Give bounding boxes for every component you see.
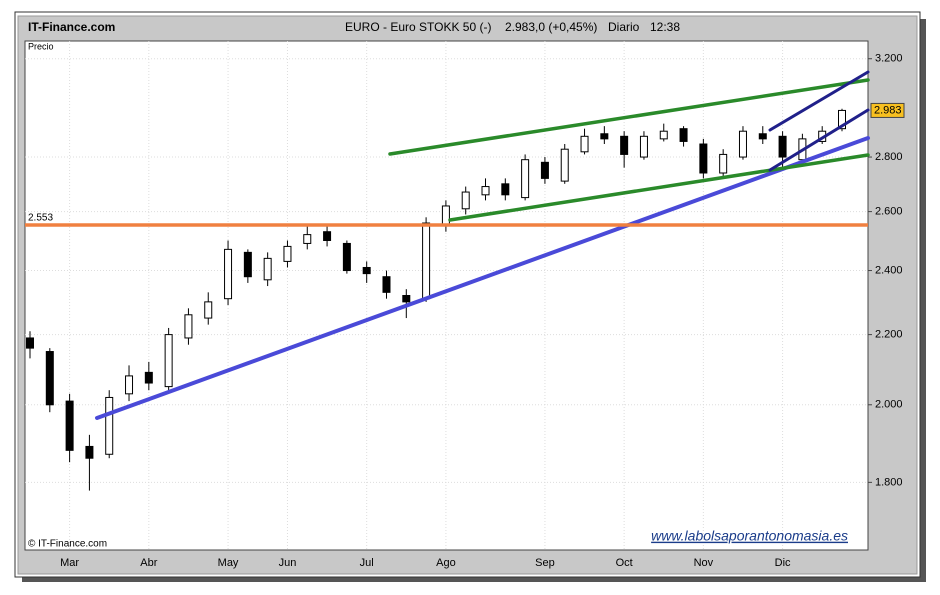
x-tick-label: Sep [535,557,555,569]
candle-body [659,130,668,140]
candle-body [441,205,450,227]
candle-body [224,248,233,300]
candle-body [402,295,411,303]
candle-body [164,334,173,388]
candle-body [184,314,193,339]
candle-body [501,183,510,196]
trend-line [768,70,870,132]
candle-body [283,245,292,262]
candle-body [342,242,351,272]
y-tick-label: 1.800 [875,476,903,488]
candle-body [600,133,609,140]
x-tick-label: Jun [279,557,297,569]
grid [25,41,868,550]
candle-body [243,251,252,278]
candle-body [65,400,74,451]
trend-lines [95,70,870,420]
y-tick-label: 2.200 [875,329,903,341]
candle-body [719,153,728,174]
y-tick-label: 2.400 [875,264,903,276]
support-label: 2.553 [28,213,53,224]
candle-body [620,135,629,155]
y-tick-label: 2.000 [875,399,903,411]
candle-body [758,133,767,140]
candle-body [540,161,549,179]
x-tick-label: Mar [60,557,79,569]
candle-body [362,266,371,275]
candle-body [303,234,312,244]
candle-body [580,135,589,153]
candle-body [679,128,688,142]
trend-line [448,153,870,222]
site-name: IT-Finance.com [28,20,115,34]
candle-body [560,148,569,182]
time: 12:38 [650,20,680,34]
candle-body [422,222,431,300]
candle-body [521,159,530,199]
x-tick-label: May [218,557,239,569]
candle-body [26,337,34,349]
last-price-box [870,102,905,118]
candle-body [105,396,114,455]
trend-line [768,108,870,172]
y-tick-label: 3.200 [875,53,903,65]
watermark: www.labolsaporantonomasia.es [651,528,848,544]
plot-area [24,40,869,551]
last-price-label: 2.983 [874,104,902,116]
x-tick-label: Oct [616,557,633,569]
y-tick-label: 2.800 [875,151,903,163]
candle-body [838,109,846,130]
trend-line [388,78,870,156]
candle-body [738,130,747,158]
candle-body [125,375,134,395]
candle-body [639,135,648,158]
candle-body [778,135,787,158]
candle-body [481,186,490,196]
candle-body [85,445,94,459]
candle-body [461,191,470,210]
candle-body [45,351,54,406]
y-tick-label: 2.600 [875,206,903,218]
trend-line [95,136,870,420]
x-tick-label: Ago [436,557,456,569]
x-tick-label: Dic [775,557,791,569]
x-tick-label: Nov [694,557,714,569]
x-tick-label: Abr [140,557,157,569]
candle-body [263,257,272,281]
x-tick-label: Jul [360,557,374,569]
period: Diario [608,20,640,34]
candle-body [144,371,153,384]
instrument: EURO - Euro STOKK 50 (-) [345,20,491,34]
candle-body [323,231,332,241]
candle-body [204,301,213,319]
credit: © IT-Finance.com [28,539,107,550]
candle-body [382,276,391,293]
candle-body [699,143,708,174]
y-label: Precio [28,41,54,51]
quote: 2.983,0 (+0,45%) [505,20,597,34]
